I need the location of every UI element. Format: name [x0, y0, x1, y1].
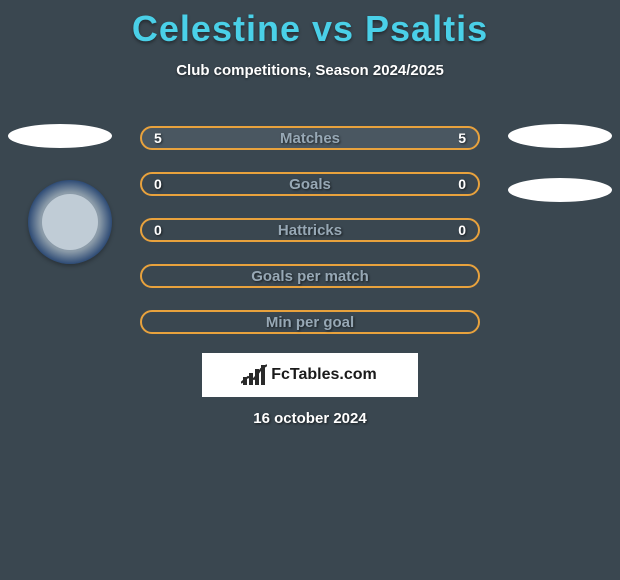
stat-label: Matches — [280, 130, 340, 147]
stat-value-right: 0 — [458, 222, 466, 238]
stat-label: Goals — [289, 176, 331, 193]
stat-row: 5 Matches 5 — [140, 126, 480, 150]
stat-row: 0 Goals 0 — [140, 172, 480, 196]
stat-value-right: 0 — [458, 176, 466, 192]
placeholder-ellipse — [508, 124, 612, 148]
stat-row: 0 Hattricks 0 — [140, 218, 480, 242]
stat-bar: Min per goal — [140, 310, 480, 334]
placeholder-ellipse — [8, 124, 112, 148]
stat-label: Goals per match — [251, 268, 369, 285]
club-badge-inner — [42, 194, 98, 250]
stat-bar: 0 Goals 0 — [140, 172, 480, 196]
stat-value-left: 5 — [154, 130, 162, 146]
stat-value-left: 0 — [154, 176, 162, 192]
stat-value-left: 0 — [154, 222, 162, 238]
club-badge-left — [28, 180, 112, 264]
stat-label: Min per goal — [266, 314, 354, 331]
stat-bar: Goals per match — [140, 264, 480, 288]
placeholder-ellipse — [508, 178, 612, 202]
stat-row: Goals per match — [140, 264, 480, 288]
page-title: Celestine vs Psaltis — [0, 0, 620, 50]
stat-label: Hattricks — [278, 222, 342, 239]
stat-value-right: 5 — [458, 130, 466, 146]
stat-bar: 5 Matches 5 — [140, 126, 480, 150]
fctables-label: FcTables.com — [271, 366, 377, 384]
date-text: 16 october 2024 — [0, 410, 620, 427]
chart-icon — [243, 365, 265, 385]
fctables-badge: FcTables.com — [202, 353, 418, 397]
stat-row: Min per goal — [140, 310, 480, 334]
stat-bar: 0 Hattricks 0 — [140, 218, 480, 242]
subtitle: Club competitions, Season 2024/2025 — [0, 62, 620, 79]
